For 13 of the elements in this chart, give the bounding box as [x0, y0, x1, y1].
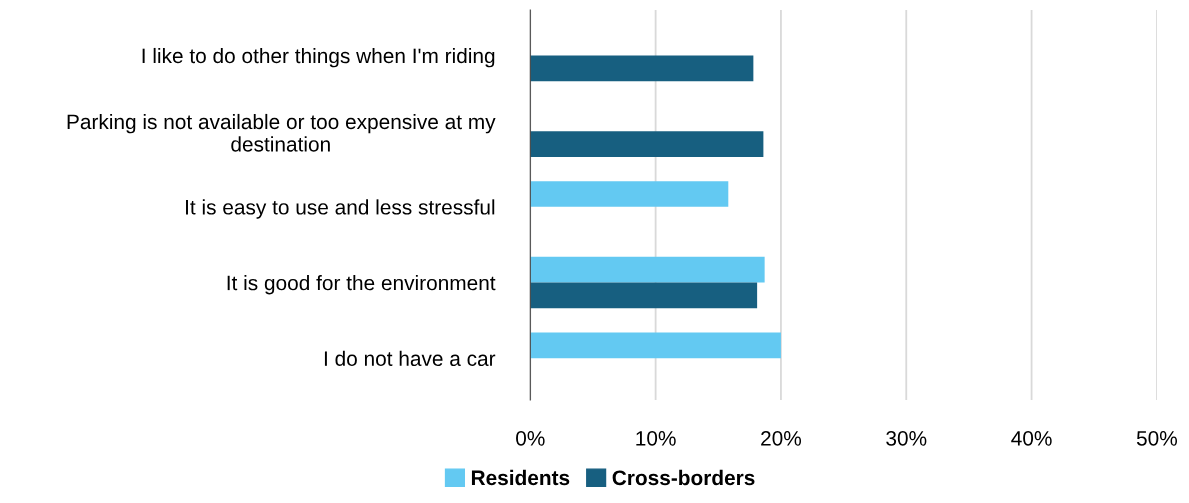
x-tick-label: 40% — [1011, 430, 1052, 446]
legend-label: Residents — [471, 469, 570, 486]
x-tick-label: 50% — [1136, 430, 1178, 446]
y-tick-label: I like to do other things when I'm riding — [142, 47, 495, 68]
y-tick-label: It is easy to use and less stressful — [186, 199, 495, 219]
x-tick-label: 10% — [636, 430, 676, 446]
y-tick-label: I do not have a car — [324, 350, 496, 367]
x-tick-label: 20% — [761, 430, 802, 446]
y-tick-label: It is good for the environment — [227, 275, 496, 295]
x-tick-label: 30% — [886, 430, 927, 446]
y-tick-label: Parking is not available or too expensive at my destination — [67, 113, 496, 152]
x-tick-label: 0% — [516, 430, 545, 446]
legend-label: Cross-borders — [612, 469, 755, 486]
